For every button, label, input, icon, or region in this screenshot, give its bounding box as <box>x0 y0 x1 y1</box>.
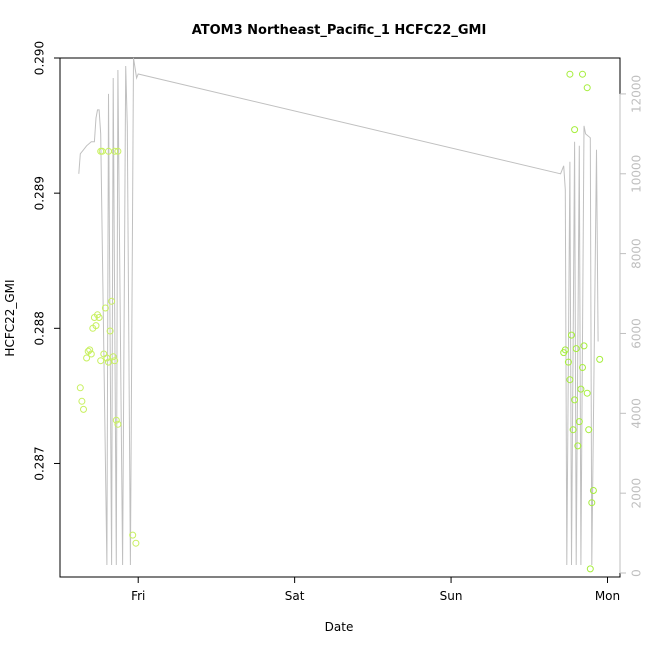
y2-tick-label: 6000 <box>630 318 644 349</box>
data-point <box>585 426 593 434</box>
scatter-points <box>76 70 604 573</box>
data-point <box>596 355 604 363</box>
chart-title: ATOM3 Northeast_Pacific_1 HCFC22_GMI <box>192 23 487 38</box>
y2-tick-label: 12000 <box>630 75 644 113</box>
y-tick-label: 0.289 <box>33 176 47 210</box>
data-point <box>583 389 591 397</box>
data-point <box>78 397 86 405</box>
y2-tick-label: 4000 <box>630 398 644 429</box>
data-point <box>561 346 569 354</box>
y-axis-right: 0 2000 4000 6000 8000 10000 12000 <box>619 75 644 577</box>
data-point <box>586 565 594 573</box>
x-tick-label: Sun <box>440 589 463 603</box>
data-point <box>588 499 596 507</box>
y-axis-label: HCFC22_GMI <box>3 279 17 356</box>
data-point <box>86 346 94 354</box>
data-point <box>101 304 109 312</box>
data-point <box>80 405 87 413</box>
data-point <box>566 376 574 384</box>
data-point <box>579 364 586 371</box>
data-point <box>108 297 116 305</box>
plot-frame <box>59 57 621 578</box>
data-point <box>575 418 583 426</box>
data-point <box>569 426 577 434</box>
data-point <box>132 539 140 547</box>
data-point <box>566 70 574 78</box>
x-tick-label: Mon <box>595 589 620 603</box>
y-tick-label: 0.287 <box>33 446 47 480</box>
data-point <box>106 327 114 335</box>
data-point <box>583 84 591 92</box>
data-point <box>114 147 122 155</box>
data-point <box>579 70 586 78</box>
x-axis: Fri Sat Sun Mon <box>131 577 620 603</box>
data-point <box>577 385 585 393</box>
data-point <box>580 342 588 350</box>
y2-tick-label: 2000 <box>630 478 644 509</box>
data-point <box>76 384 84 392</box>
data-point <box>129 531 137 539</box>
data-point <box>95 314 103 321</box>
data-point <box>103 354 111 362</box>
x-tick-label: Fri <box>131 589 145 603</box>
data-point <box>568 331 575 339</box>
data-point <box>572 345 580 353</box>
data-point <box>111 147 119 155</box>
y2-tick-label: 0 <box>630 569 644 577</box>
data-point <box>574 442 582 450</box>
y-tick-label: 0.288 <box>33 311 47 345</box>
data-point <box>92 322 100 330</box>
data-point <box>564 358 572 366</box>
y2-tick-label: 10000 <box>630 155 644 193</box>
data-point <box>83 354 91 362</box>
data-point <box>571 126 579 134</box>
data-point <box>571 396 579 404</box>
line-series <box>78 57 599 566</box>
data-point <box>111 357 119 365</box>
y2-tick-label: 8000 <box>630 238 644 269</box>
data-point <box>87 350 95 358</box>
x-axis-label: Date <box>325 620 354 634</box>
y-axis-left: 0.287 0.288 0.289 0.290 <box>33 41 60 481</box>
data-point <box>112 416 120 424</box>
data-point <box>109 353 117 361</box>
data-point <box>97 357 105 365</box>
y-tick-label: 0.290 <box>33 41 47 75</box>
data-point <box>589 487 597 494</box>
series-line <box>78 57 599 566</box>
data-point <box>114 420 122 428</box>
x-tick-label: Sat <box>285 589 305 603</box>
